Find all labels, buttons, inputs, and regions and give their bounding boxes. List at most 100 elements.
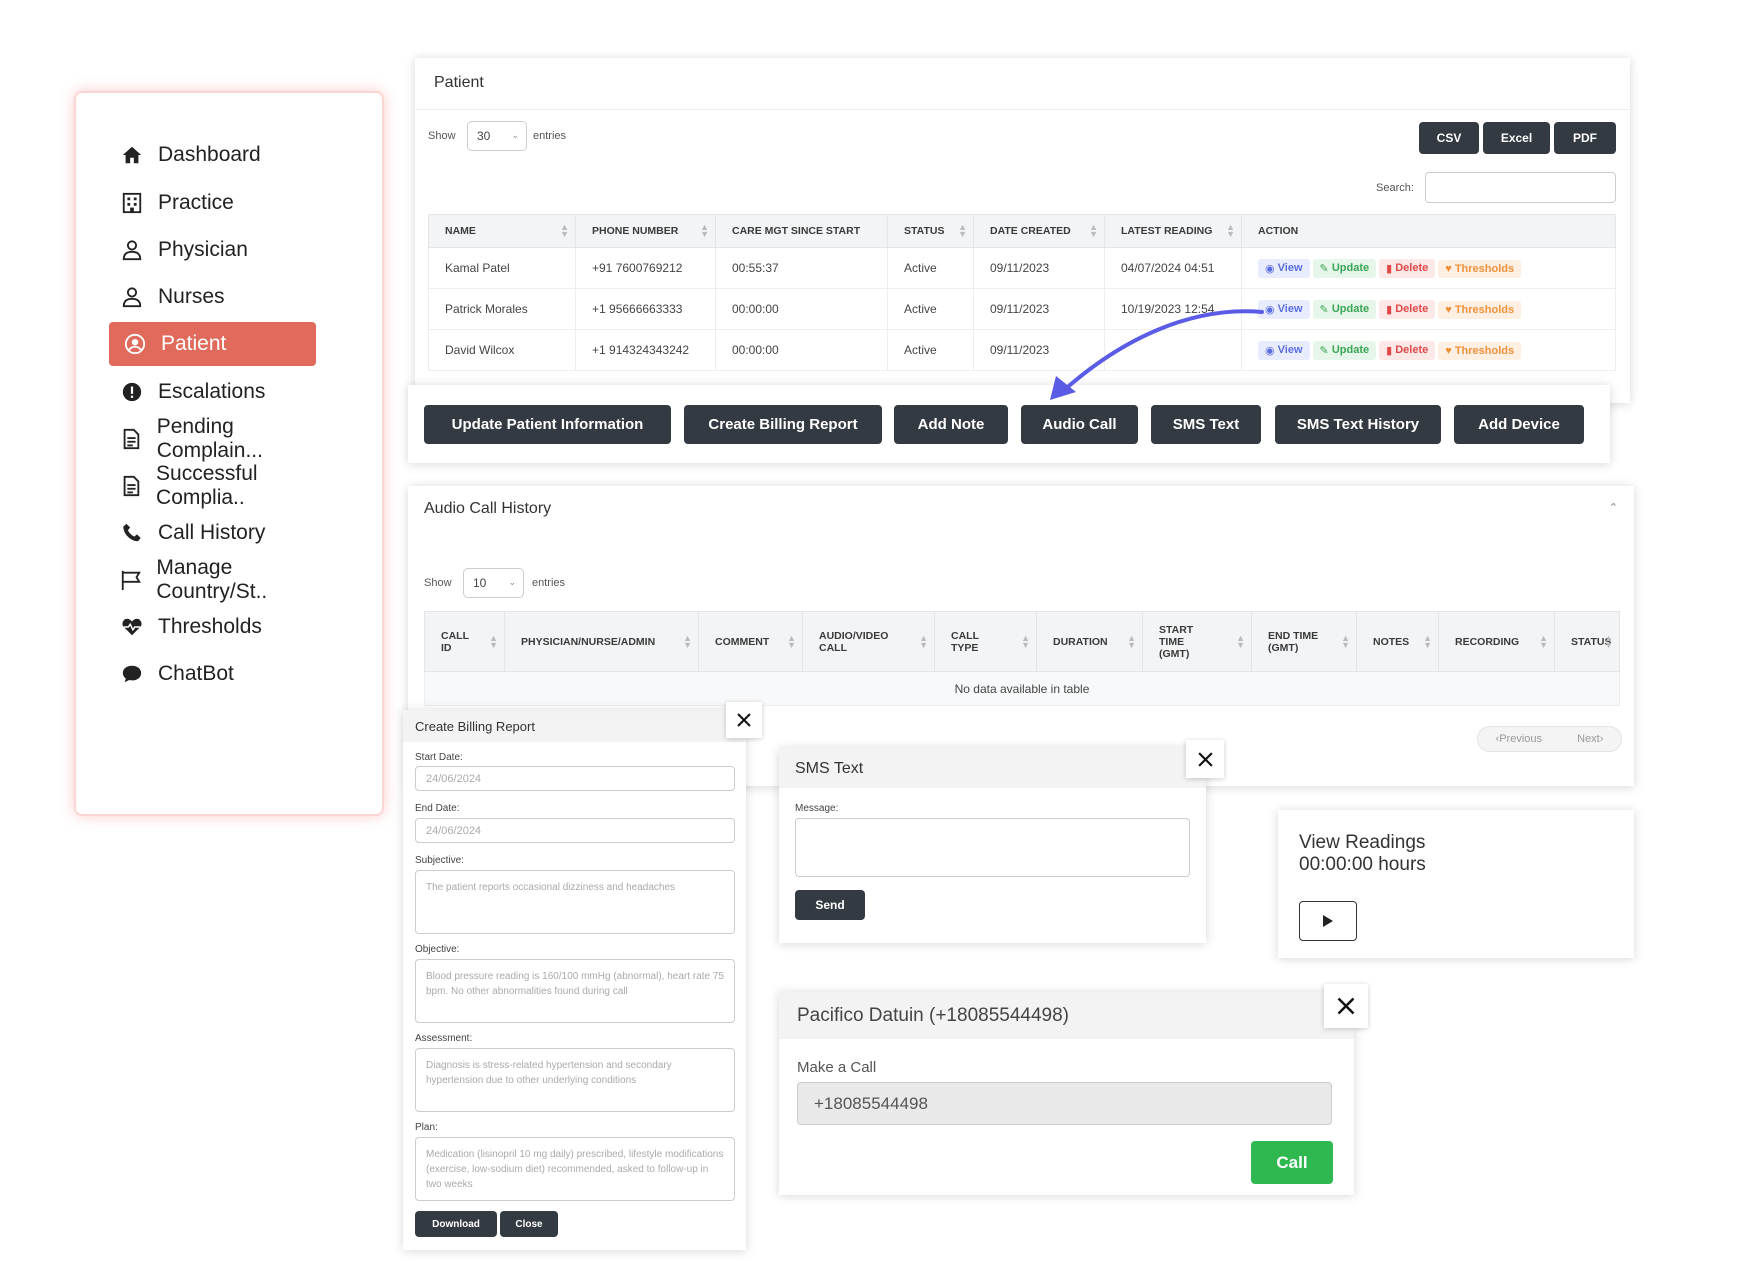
column-header[interactable]: COMMENT ▲ ▼ <box>698 611 803 672</box>
column-header[interactable]: DURATION ▲ ▼ <box>1036 611 1143 672</box>
sidebar-item-practice[interactable]: Practice <box>106 181 336 225</box>
objective-textarea[interactable]: Blood pressure reading is 160/100 mmHg (… <box>415 959 735 1023</box>
delete-button[interactable]: ▮ Delete <box>1379 340 1436 360</box>
column-header[interactable]: NAME ▲ ▼ <box>428 214 576 248</box>
send-button[interactable]: Send <box>795 890 865 920</box>
phone-number-input[interactable]: +18085544498 <box>797 1082 1332 1125</box>
sidebar-item-chatbot[interactable]: ChatBot <box>106 652 336 696</box>
alert-circle-icon <box>120 380 144 404</box>
update-button[interactable]: ✎ Update <box>1312 340 1377 360</box>
view-readings-card: View Readings 00:00:00 hours <box>1278 810 1634 958</box>
date-created: 09/11/2023 <box>973 329 1105 371</box>
start-date-label: Start Date: <box>415 752 463 763</box>
view-button[interactable]: ◉ View <box>1258 340 1310 360</box>
modal-title: Pacifico Datuin (+18085544498) <box>797 1005 1069 1026</box>
view-button[interactable]: ◉ View <box>1258 258 1310 278</box>
delete-button[interactable]: ▮ Delete <box>1379 299 1436 319</box>
entries-select[interactable]: 10 ⌄ <box>463 568 524 598</box>
add-device-button[interactable]: Add Device <box>1454 405 1584 444</box>
sms-text-button[interactable]: SMS Text <box>1151 405 1261 444</box>
patient-phone: +1 95666663333 <box>575 288 716 330</box>
sms-text-history-button[interactable]: SMS Text History <box>1275 405 1441 444</box>
page-title: Patient <box>434 74 484 91</box>
table-row: David Wilcox +1 914324343242 00:00:00 Ac… <box>428 329 1616 371</box>
sidebar-item-physician[interactable]: Physician <box>106 228 336 272</box>
search-label: Search: <box>1376 182 1414 194</box>
download-button[interactable]: Download <box>415 1211 497 1237</box>
create-billing-report-button[interactable]: Create Billing Report <box>684 405 882 444</box>
excel-button[interactable]: Excel <box>1483 122 1550 154</box>
thresholds-button[interactable]: ♥ Thresholds <box>1438 341 1522 360</box>
column-header[interactable]: DATE CREATED ▲ ▼ <box>973 214 1105 248</box>
heartbeat-icon <box>120 615 144 639</box>
document-icon <box>120 474 142 498</box>
message-textarea[interactable] <box>795 818 1190 877</box>
update-button[interactable]: ✎ Update <box>1312 299 1377 319</box>
column-header[interactable]: START TIME (GMT) ▲ ▼ <box>1142 611 1252 672</box>
start-date-input[interactable]: 24/06/2024 <box>415 766 735 791</box>
csv-button[interactable]: CSV <box>1419 122 1479 154</box>
sidebar-item-label: Nurses <box>158 285 225 308</box>
audio-call-button[interactable]: Audio Call <box>1021 405 1138 444</box>
call-button[interactable]: Call <box>1251 1141 1333 1184</box>
patient-name[interactable]: Kamal Patel <box>428 247 576 289</box>
sidebar-item-thresholds[interactable]: Thresholds <box>106 605 336 649</box>
trash-icon: ▮ <box>1386 262 1396 275</box>
column-header[interactable]: NOTES ▲ ▼ <box>1356 611 1439 672</box>
make-call-label: Make a Call <box>797 1059 877 1076</box>
delete-button[interactable]: ▮ Delete <box>1379 258 1436 278</box>
sidebar-item-dashboard[interactable]: Dashboard <box>106 133 336 177</box>
sidebar-item-manage-country[interactable]: Manage Country/St.. <box>106 556 336 603</box>
column-header[interactable]: LATEST READING ▲ ▼ <box>1104 214 1242 248</box>
search-input[interactable] <box>1425 172 1616 203</box>
column-header[interactable]: CALL TYPE ▲ ▼ <box>934 611 1037 672</box>
patient-name[interactable]: David Wilcox <box>428 329 576 371</box>
column-header[interactable]: PHONE NUMBER ▲ ▼ <box>575 214 716 248</box>
previous-button[interactable]: ‹Previous <box>1495 733 1543 745</box>
add-note-button[interactable]: Add Note <box>894 405 1008 444</box>
update-patient-info-button[interactable]: Update Patient Information <box>424 405 671 444</box>
section-title: Audio Call History <box>424 500 552 517</box>
sidebar-item-pending-complaints[interactable]: Pending Complain... <box>106 415 336 462</box>
entries-select[interactable]: 30 ⌄ <box>467 121 527 151</box>
billing-report-modal: Create Billing Report Start Date: 24/06/… <box>403 710 746 1250</box>
patient-name[interactable]: Patrick Morales <box>428 288 576 330</box>
end-date-input[interactable]: 24/06/2024 <box>415 818 735 843</box>
column-header[interactable]: STATUS ▲ ▼ <box>1554 611 1620 672</box>
eye-icon: ◉ <box>1265 303 1278 316</box>
thresholds-button[interactable]: ♥ Thresholds <box>1438 259 1522 278</box>
update-button[interactable]: ✎ Update <box>1312 258 1377 278</box>
subjective-textarea[interactable]: The patient reports occasional dizziness… <box>415 870 735 934</box>
pdf-button[interactable]: PDF <box>1554 122 1616 154</box>
chat-bubble-icon <box>120 662 144 686</box>
sms-text-modal: SMS Text Message: Send <box>779 748 1206 943</box>
document-icon <box>120 427 143 451</box>
table-row: Patrick Morales +1 95666663333 00:00:00 … <box>428 288 1616 330</box>
column-header[interactable]: RECORDING ▲ ▼ <box>1438 611 1555 672</box>
plan-textarea[interactable]: Medication (lisinopril 10 mg daily) pres… <box>415 1137 735 1201</box>
close-icon[interactable] <box>1186 740 1224 778</box>
assessment-textarea[interactable]: Diagnosis is stress-related hypertension… <box>415 1048 735 1112</box>
close-icon[interactable] <box>726 702 762 738</box>
column-header[interactable]: END TIME (GMT) ▲ ▼ <box>1251 611 1357 672</box>
play-button[interactable] <box>1299 901 1357 941</box>
sidebar-item-patient[interactable]: Patient <box>109 322 316 366</box>
sidebar-item-nurses[interactable]: Nurses <box>106 275 336 319</box>
column-header[interactable]: STATUS ▲ ▼ <box>887 214 974 248</box>
column-header[interactable]: AUDIO/VIDEO CALL ▲ ▼ <box>802 611 935 672</box>
thresholds-button[interactable]: ♥ Thresholds <box>1438 300 1522 319</box>
edit-icon: ✎ <box>1319 344 1332 357</box>
collapse-icon[interactable]: ⌃ <box>1608 502 1618 514</box>
close-icon[interactable] <box>1324 984 1368 1028</box>
action-cell: ◉ View ✎ Update ▮ Delete ♥ Thresholds <box>1241 288 1616 330</box>
close-button[interactable]: Close <box>500 1211 558 1237</box>
column-header[interactable]: PHYSICIAN/NURSE/ADMIN ▲ ▼ <box>504 611 699 672</box>
table-header-row: CALL ID ▲ ▼ PHYSICIAN/NURSE/ADMIN ▲ ▼ COMMENT… <box>424 611 1620 672</box>
view-button[interactable]: ◉ View <box>1258 299 1310 319</box>
sidebar-item-call-history[interactable]: Call History <box>106 511 336 555</box>
column-header[interactable]: CARE MGT SINCE START <box>715 214 888 248</box>
sidebar-item-successful-compliance[interactable]: Successful Complia.. <box>106 462 336 509</box>
column-header[interactable]: CALL ID ▲ ▼ <box>424 611 505 672</box>
sidebar-item-escalations[interactable]: Escalations <box>106 370 336 414</box>
next-button[interactable]: Next› <box>1577 733 1604 745</box>
